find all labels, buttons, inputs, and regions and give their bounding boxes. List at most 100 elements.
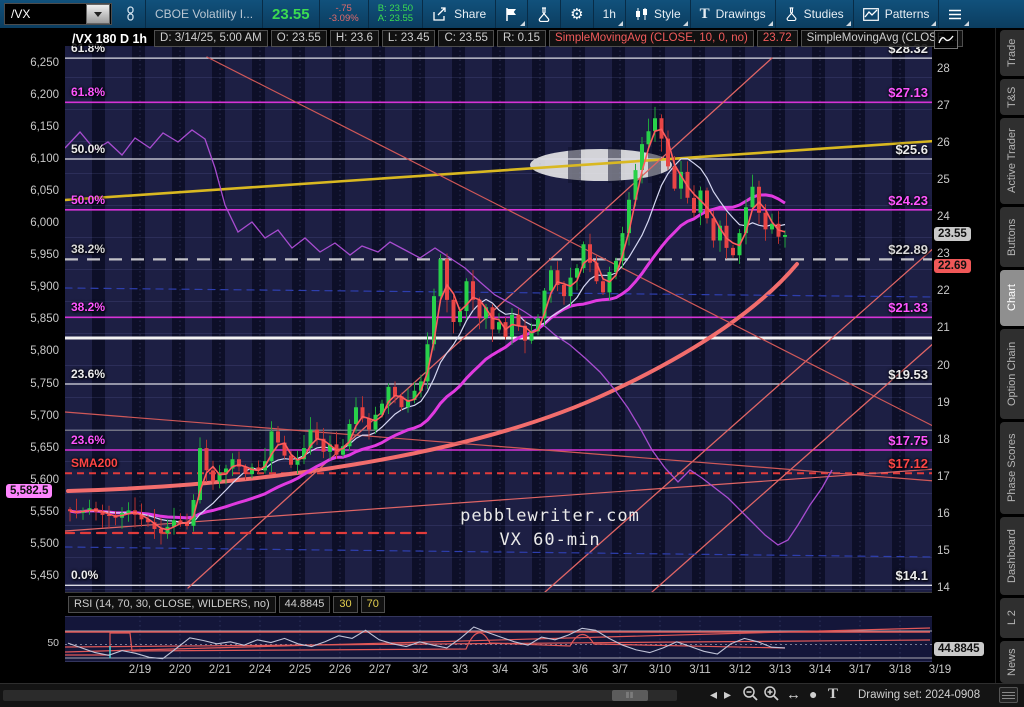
patterns-button[interactable]: Patterns xyxy=(854,0,939,28)
rsi-value: 44.8845 xyxy=(278,596,331,613)
scroll-right-button[interactable]: ▸ xyxy=(724,686,732,702)
candle-style-icon xyxy=(635,7,648,21)
chart-title: /VX 180 D 1h xyxy=(68,31,152,46)
x-axis-date: 2/19 xyxy=(128,664,152,676)
studies-button[interactable]: Studies xyxy=(776,0,853,28)
x-axis-date: 2/25 xyxy=(288,664,312,676)
sidebar-tab-trade[interactable]: Trade xyxy=(1000,30,1024,76)
time-scrollbar-track[interactable] xyxy=(3,690,677,701)
bottom-bar: ⦀⦀ ◂ ▸ ↔ ● T Drawing set: 2024-0908 xyxy=(0,683,1024,707)
scroll-left-button[interactable]: ◂ xyxy=(710,686,718,702)
bid-ask: B: 23.50 A: 23.55 xyxy=(369,0,422,28)
patterns-icon xyxy=(862,7,879,21)
sma2-study-label[interactable]: SimpleMovingAvg (CLOSE,... xyxy=(800,30,964,47)
x-axis-date: 3/10 xyxy=(648,664,672,676)
menu-icon xyxy=(949,9,962,19)
rsi-header: RSI (14, 70, 30, CLOSE, WILDERS, no) 44.… xyxy=(68,596,385,613)
x-axis-date: 3/12 xyxy=(728,664,752,676)
rsi-overbought-setting[interactable]: 70 xyxy=(360,596,385,613)
x-axis-date: 3/13 xyxy=(768,664,792,676)
time-scrollbar-handle[interactable]: ⦀⦀ xyxy=(612,690,648,701)
rsi-pane-background[interactable] xyxy=(65,616,932,662)
symbol-value[interactable]: /VX xyxy=(11,7,31,21)
sidebar-tab-chart[interactable]: Chart xyxy=(1000,270,1024,326)
change-percent: -3.09% xyxy=(328,13,359,24)
x-axis-date: 3/11 xyxy=(689,664,711,676)
bid-value: B: 23.50 xyxy=(377,3,414,14)
x-axis-date: 3/14 xyxy=(808,664,832,676)
timeframe-button[interactable]: 1h xyxy=(594,0,625,28)
sidebar-tab-buttons[interactable]: Buttons xyxy=(1000,207,1024,267)
chart-mode-button[interactable] xyxy=(934,30,958,49)
x-axis-date: 2/27 xyxy=(368,664,392,676)
header-high: H: 23.6 xyxy=(329,30,379,47)
sma10-value: 23.72 xyxy=(756,30,798,47)
crosshair-mode-icon[interactable]: ● xyxy=(809,686,818,702)
sma10-study-label[interactable]: SimpleMovingAvg (CLOSE, 10, 0, no) xyxy=(549,30,754,47)
text-note-icon[interactable]: T xyxy=(828,686,839,702)
x-axis-date: 2/20 xyxy=(168,664,192,676)
x-axis-date: 2/26 xyxy=(328,664,352,676)
sidebar-tab-option-chain[interactable]: Option Chain xyxy=(1000,329,1024,419)
pan-mode-icon[interactable]: ↔ xyxy=(786,686,801,703)
sidebar-tab-news[interactable]: News xyxy=(1000,641,1024,683)
drawing-set-panel-icon[interactable] xyxy=(999,687,1018,703)
flag-alert-icon xyxy=(506,7,517,21)
sidebar-tab-l-2[interactable]: L 2 xyxy=(1000,598,1024,638)
right-sidebar: Trade T&S Active Trader Buttons Chart Option … xyxy=(995,28,1024,683)
drawings-button[interactable]: T Drawings xyxy=(691,0,775,28)
x-axis-date: 3/4 xyxy=(492,664,508,676)
x-axis-date: 3/2 xyxy=(412,664,428,676)
share-icon xyxy=(432,7,448,21)
chevron-down-icon xyxy=(94,11,102,17)
x-axis-date: 3/17 xyxy=(848,664,872,676)
patterns-label: Patterns xyxy=(884,7,930,21)
last-price: 23.55 xyxy=(272,5,310,23)
zoom-out-icon[interactable] xyxy=(742,685,759,705)
chart-menu-button[interactable] xyxy=(939,0,971,28)
ask-value: A: 23.55 xyxy=(377,13,414,24)
share-button[interactable]: Share xyxy=(423,0,495,28)
style-button[interactable]: Style xyxy=(626,0,690,28)
link-icon xyxy=(127,6,134,21)
watermark: pebblewriter.com VX 60-min xyxy=(430,504,670,552)
analyze-button[interactable] xyxy=(528,0,560,28)
x-axis-date: 3/18 xyxy=(888,664,912,676)
beaker-icon xyxy=(538,6,550,22)
x-axis-date: 3/6 xyxy=(572,664,588,676)
x-axis-date: 3/5 xyxy=(532,664,548,676)
header-range: R: 0.15 xyxy=(496,30,547,47)
right-axis-margin xyxy=(932,28,995,683)
x-axis-date: 3/3 xyxy=(452,664,468,676)
sidebar-tab-t-s[interactable]: T&S xyxy=(1000,79,1024,115)
rsi-study-label[interactable]: RSI (14, 70, 30, CLOSE, WILDERS, no) xyxy=(68,596,276,613)
sidebar-tab-phase-scores[interactable]: Phase Scores xyxy=(1000,422,1024,514)
link-charts-button[interactable] xyxy=(116,0,145,28)
studies-label: Studies xyxy=(803,7,844,21)
watermark-line2: VX 60-min xyxy=(499,530,601,550)
x-axis-date: 3/7 xyxy=(612,664,628,676)
sidebar-tab-active-trader[interactable]: Active Trader xyxy=(1000,118,1024,204)
symbol-input[interactable]: /VX xyxy=(4,3,112,25)
x-axis-date: 2/21 xyxy=(208,664,232,676)
left-axis-margin xyxy=(0,28,65,683)
symbol-dropdown-button[interactable] xyxy=(86,4,110,24)
header-date: D: 3/14/25, 5:00 AM xyxy=(154,30,268,47)
sidebar-tab-dashboard[interactable]: Dashboard xyxy=(1000,517,1024,595)
chart-header: /VX 180 D 1h D: 3/14/25, 5:00 AM O: 23.5… xyxy=(68,30,964,47)
line-chart-icon xyxy=(938,35,954,44)
alerts-button[interactable] xyxy=(496,0,527,28)
watermark-line1: pebblewriter.com xyxy=(460,506,640,526)
style-label: Style xyxy=(653,7,681,21)
price-change: -.75 -3.09% xyxy=(320,0,368,28)
zoom-in-icon[interactable] xyxy=(763,685,780,705)
drawing-set-label[interactable]: Drawing set: 2024-0908 xyxy=(858,689,981,701)
x-axis-date: 2/24 xyxy=(248,664,272,676)
rsi-oversold-setting[interactable]: 30 xyxy=(333,596,358,613)
top-toolbar: /VX CBOE Volatility I... 23.55 -.75 -3.0… xyxy=(0,0,1024,28)
studies-beaker-icon xyxy=(785,7,798,21)
drawings-label: Drawings xyxy=(715,7,766,21)
settings-button[interactable]: ⚙ xyxy=(561,0,592,28)
header-open: O: 23.55 xyxy=(270,30,327,47)
